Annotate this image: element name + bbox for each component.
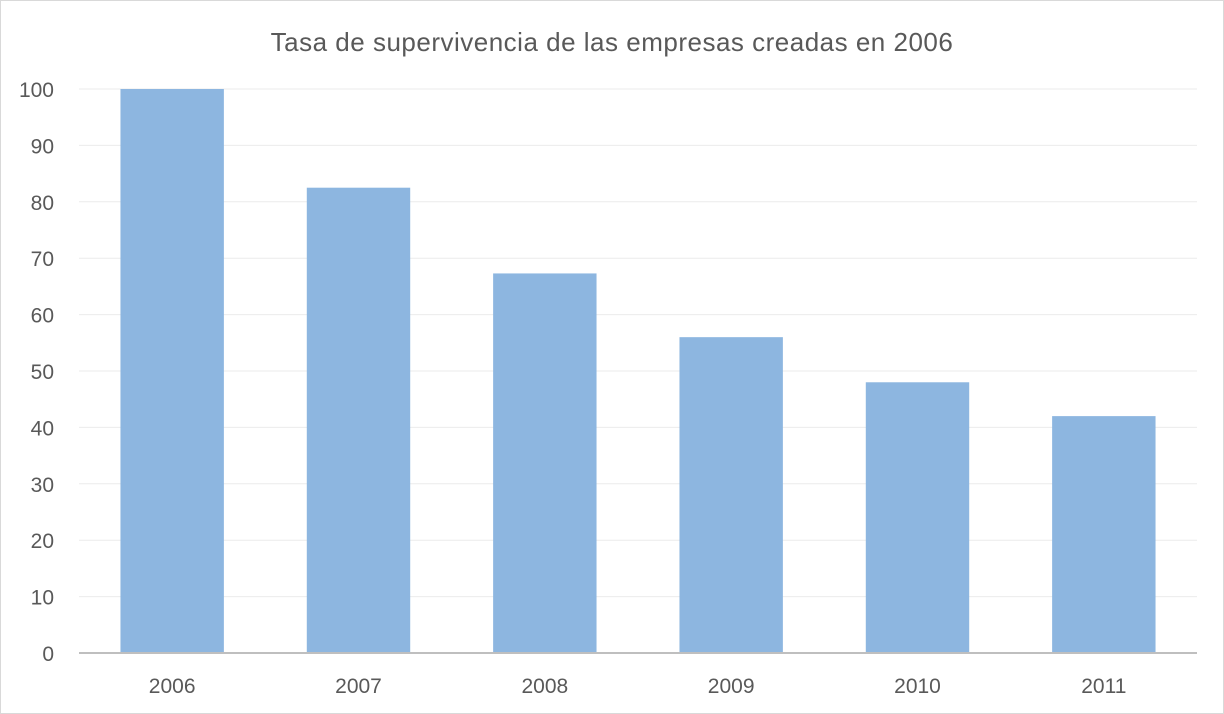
x-axis-ticks: 2006 2007 2008 2009 2010 2011: [149, 675, 1127, 698]
x-tick-label: 2006: [149, 675, 196, 698]
bars: [120, 89, 1156, 653]
y-tick-label: 90: [31, 135, 54, 158]
bar-2010: [865, 382, 970, 653]
x-tick-label: 2008: [521, 675, 568, 698]
chart-title: Tasa de supervivencia de las empresas cr…: [270, 27, 954, 57]
bar-2008: [493, 273, 597, 653]
y-tick-label: 30: [31, 474, 54, 497]
bar-2009: [679, 337, 783, 653]
y-axis-ticks: 0 10 20 30 40 50 60 70 80 90 100: [19, 79, 54, 666]
bar-2011: [1052, 416, 1156, 653]
y-tick-label: 70: [31, 248, 54, 271]
y-tick-label: 100: [19, 79, 54, 102]
bar-2006: [120, 89, 224, 653]
y-tick-label: 20: [31, 530, 54, 553]
x-tick-label: 2011: [1081, 675, 1126, 698]
gridlines: [79, 88, 1197, 598]
y-tick-label: 0: [42, 643, 54, 666]
y-tick-label: 10: [31, 587, 54, 610]
x-tick-label: 2010: [894, 675, 941, 698]
y-tick-label: 40: [31, 417, 54, 440]
y-tick-label: 60: [31, 305, 54, 328]
y-tick-label: 50: [31, 361, 54, 384]
x-tick-label: 2009: [708, 675, 755, 698]
x-tick-label: 2007: [335, 675, 382, 698]
y-tick-label: 80: [31, 192, 54, 215]
bar-2007: [306, 187, 411, 653]
